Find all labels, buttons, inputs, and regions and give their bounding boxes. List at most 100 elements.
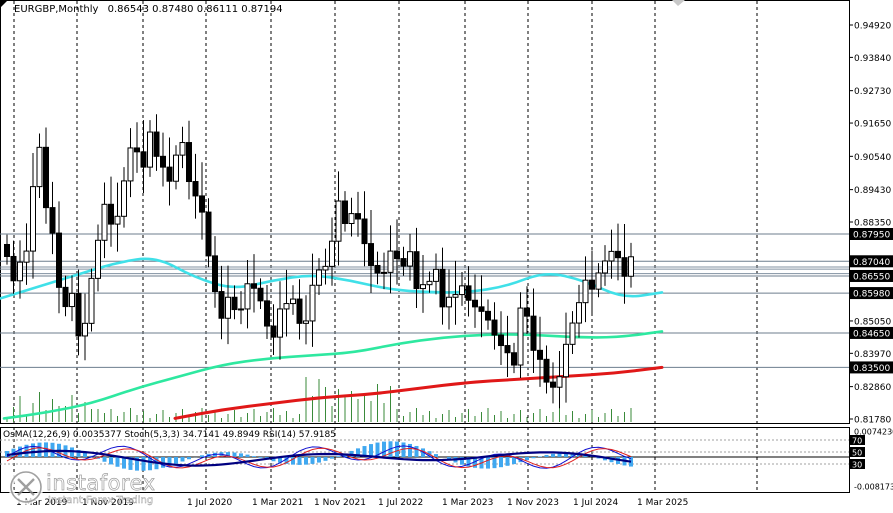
osma-bar [31, 443, 35, 457]
ma-line-slow [175, 367, 662, 418]
osma-bar [486, 457, 490, 469]
candle-bear [551, 382, 556, 387]
date-tick-label: 1 Jul 2022 [378, 498, 423, 508]
candle-bull [291, 299, 296, 303]
candle-bear [356, 214, 361, 219]
candle-bull [629, 257, 634, 276]
date-tick-label: 1 Nov 2023 [507, 498, 559, 508]
osc-label: 50 [852, 449, 862, 458]
candle-bear [297, 299, 302, 323]
chart-frame [1, 1, 850, 493]
osma-bar [103, 457, 107, 462]
oscillator-panel [0, 440, 849, 471]
date-tick-label: 1 Jul 2024 [573, 498, 618, 508]
osma-bar [246, 455, 250, 457]
price-label: 0.88350 [854, 219, 891, 229]
watermark-brand: instaforex [46, 471, 156, 495]
candle-bull [518, 308, 523, 365]
candle-bull [180, 143, 185, 156]
candle-bear [50, 208, 55, 233]
price-label: 0.89430 [854, 186, 891, 196]
candle-bear [414, 252, 419, 289]
candle-bull [453, 295, 458, 298]
price-label: 0.94920 [854, 22, 891, 32]
candle-bear [141, 152, 146, 167]
candle-bear [135, 148, 140, 152]
candle-bull [310, 285, 315, 321]
candle-bear [440, 269, 445, 306]
candle-bear [343, 201, 348, 223]
price-label: 0.93840 [854, 54, 891, 64]
candle-bear [369, 244, 374, 266]
candle-bull [89, 278, 94, 323]
osma-bar [532, 457, 536, 458]
price-label: 0.92730 [854, 87, 891, 97]
candle-bear [401, 259, 406, 266]
candle-bull [148, 132, 153, 167]
candle-bull [83, 323, 88, 336]
osma-bar [252, 456, 256, 457]
osma-bar [324, 457, 328, 461]
candle-bear [187, 143, 192, 182]
osma-bar [174, 457, 178, 464]
scroll-indicator-icon[interactable] [672, 0, 685, 6]
osma-bar [304, 457, 308, 465]
price-label: 0.90540 [854, 153, 891, 163]
candle-bear [512, 353, 517, 365]
candle-bull [336, 201, 341, 241]
candle-bull [128, 148, 133, 181]
price-label: 0.85050 [854, 317, 891, 327]
candle-bear [265, 301, 270, 326]
candle-bull [122, 181, 127, 216]
vertical-grid [14, 1, 757, 492]
osma-bar [187, 457, 191, 459]
candle-bull [447, 297, 452, 307]
osma-bar [233, 453, 237, 457]
candle-bear [213, 256, 218, 292]
candle-bull [349, 214, 354, 224]
watermark-tagline: Instant Forex Trading [48, 495, 153, 506]
candle-bear [109, 204, 114, 224]
candle-bull [382, 272, 387, 273]
candle-bear [167, 167, 172, 181]
candle-bull [96, 240, 101, 278]
candle-bear [466, 286, 471, 300]
candle-bear [590, 280, 595, 289]
osma-bar [415, 446, 419, 457]
candle-bull [317, 270, 322, 285]
osma-bar [408, 444, 412, 457]
osma-bar [38, 443, 42, 457]
price-label: 0.87040 [853, 258, 890, 268]
date-tick-label: 1 Mar 2023 [442, 498, 493, 508]
candle-bull [460, 286, 465, 295]
candle-bear [525, 308, 530, 316]
chart-header: EURGBP,Monthly 0.86543 0.87480 0.86111 0… [14, 4, 283, 15]
candle-bear [252, 284, 257, 288]
candle-bear [395, 251, 400, 258]
osma-bar [499, 457, 503, 467]
price-label: 0.82860 [854, 383, 891, 393]
candle-bear [531, 316, 536, 350]
osma-bar [395, 442, 399, 457]
chart-shift-marker-icon[interactable] [0, 0, 8, 8]
candle-bear [11, 256, 16, 280]
price-label: 0.86550 [853, 272, 890, 282]
osma-bar [506, 457, 510, 466]
osc-label: 70 [852, 437, 862, 446]
osma-bar [551, 454, 555, 457]
price-label: 0.91650 [854, 120, 891, 130]
candle-bull [408, 252, 413, 266]
candle-bull [564, 344, 569, 376]
candle-bull [278, 309, 283, 337]
osma-bar [239, 453, 243, 457]
osc-label: -0.0081730 [854, 483, 893, 492]
candle-bear [375, 265, 380, 272]
candle-bear [538, 350, 543, 359]
candle-bull [70, 293, 75, 306]
price-label: 0.83500 [853, 364, 890, 374]
candle-bear [63, 287, 68, 306]
candle-bull [284, 304, 289, 309]
chart-ohlc: 0.86543 0.87480 0.86111 0.87194 [108, 4, 283, 15]
